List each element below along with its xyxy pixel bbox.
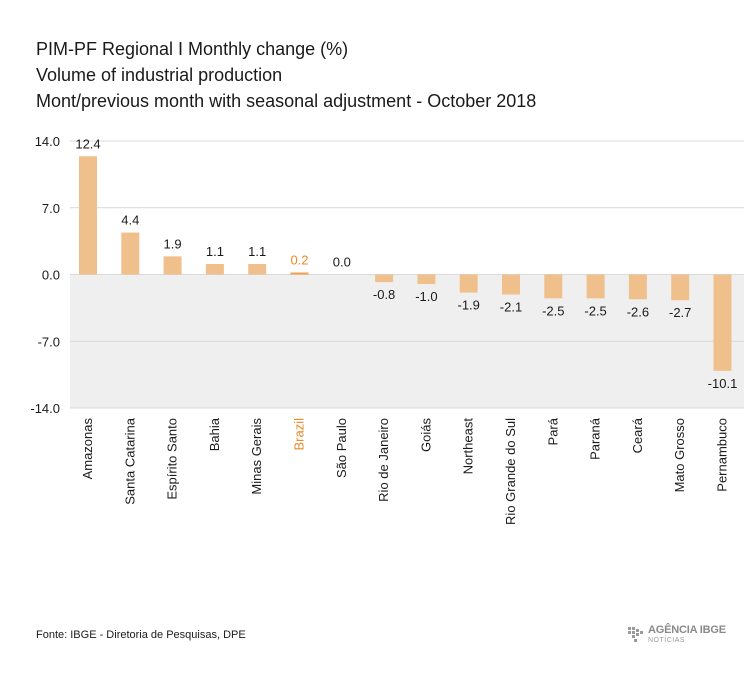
data-label: 4.4 xyxy=(121,213,139,228)
data-label: 0.2 xyxy=(290,253,308,268)
data-label: 1.1 xyxy=(206,244,224,259)
data-label: -0.8 xyxy=(373,287,395,302)
y-tick-label: -14.0 xyxy=(30,401,60,416)
data-label: -2.5 xyxy=(584,303,606,318)
data-label: -2.1 xyxy=(500,300,522,315)
y-tick-label: 0.0 xyxy=(42,268,60,283)
bar xyxy=(375,274,394,283)
bar xyxy=(671,274,690,301)
y-tick-label: 14.0 xyxy=(35,134,60,149)
category-label: Bahia xyxy=(207,417,222,451)
category-label: Mato Grosso xyxy=(672,418,687,492)
category-label: Pará xyxy=(545,417,560,445)
data-label: -1.0 xyxy=(415,289,437,304)
category-label: São Paulo xyxy=(334,418,349,478)
bar xyxy=(79,156,97,275)
category-label: Paraná xyxy=(588,417,603,460)
agencia-ibge-logo: AGÊNCIA IBGE NOTÍCIAS xyxy=(626,622,726,648)
category-label: Minas Gerais xyxy=(249,418,264,495)
category-label: Northeast xyxy=(461,418,476,475)
data-label: -2.6 xyxy=(627,304,649,319)
category-label: Ceará xyxy=(630,417,645,453)
data-label: -10.1 xyxy=(708,376,738,391)
logo-wordmark: AGÊNCIA IBGE xyxy=(648,624,726,636)
bar xyxy=(417,274,436,285)
bar xyxy=(502,274,520,295)
category-label: Rio Grande do Sul xyxy=(503,418,518,525)
bar xyxy=(205,264,224,275)
logo-subtext: NOTÍCIAS xyxy=(648,637,686,644)
title-line-3: Mont/previous month with seasonal adjust… xyxy=(36,91,537,111)
category-label: Amazonas xyxy=(80,418,95,480)
category-label: Rio de Janeiro xyxy=(376,418,391,502)
category-label: Brazil xyxy=(292,418,307,451)
category-label: Santa Catarina xyxy=(122,417,137,504)
bar xyxy=(290,272,309,275)
data-label: 1.1 xyxy=(248,244,266,259)
bar xyxy=(121,232,140,275)
bar xyxy=(713,274,732,371)
title-line-1: PIM-PF Regional I Monthly change (%) xyxy=(36,39,349,59)
data-label: -1.9 xyxy=(457,298,479,313)
bar xyxy=(459,274,478,293)
y-tick-label: -7.0 xyxy=(38,334,60,349)
data-label: 1.9 xyxy=(164,236,182,251)
y-tick-label: 7.0 xyxy=(42,201,60,216)
bar xyxy=(586,274,605,299)
chart-title: PIM-PF Regional I Monthly change (%) Vol… xyxy=(36,36,536,114)
data-label: -2.5 xyxy=(542,303,564,318)
bar xyxy=(248,264,267,275)
category-label: Pernambuco xyxy=(715,418,730,492)
data-label: 0.0 xyxy=(333,255,351,270)
title-line-2: Volume of industrial production xyxy=(36,65,283,85)
data-label: 12.4 xyxy=(75,136,100,151)
data-label: -2.7 xyxy=(669,305,691,320)
bar xyxy=(163,256,182,275)
ibge-map-icon xyxy=(628,627,643,642)
category-label: Goiás xyxy=(418,418,433,452)
source-note: Fonte: IBGE - Diretoria de Pesquisas, DP… xyxy=(36,629,246,641)
category-label: Espírito Santo xyxy=(165,418,180,500)
bar xyxy=(544,274,563,299)
bar xyxy=(628,274,647,300)
